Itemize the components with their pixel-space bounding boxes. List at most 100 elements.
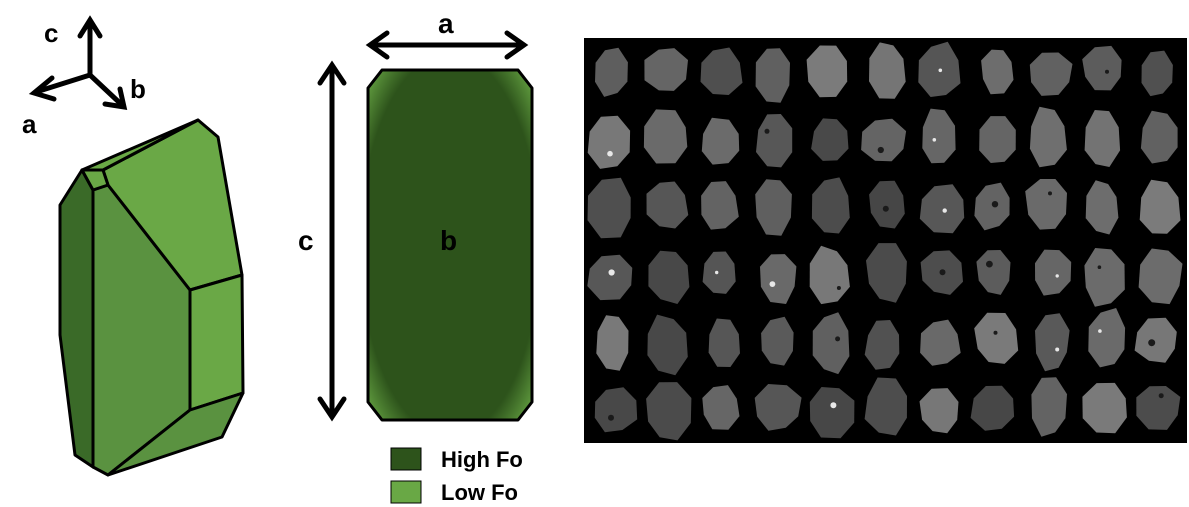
bse-grain-mosaic: [584, 38, 1187, 443]
grain-image: [587, 177, 631, 239]
grain-image: [643, 109, 688, 164]
grain-image: [594, 387, 638, 433]
grain-image: [922, 108, 956, 164]
grain-image: [1085, 180, 1119, 235]
grain-image: [1025, 179, 1067, 230]
grain-mosaic-svg: [587, 41, 1183, 441]
section-label-a: a: [438, 8, 454, 39]
grain-image: [806, 45, 848, 98]
section-label-c: c: [298, 225, 314, 256]
grain-inclusion: [715, 270, 719, 275]
grain-inclusion: [938, 68, 943, 73]
grain-image: [756, 114, 793, 168]
grain-inclusion: [608, 414, 614, 421]
grain-inclusion: [993, 330, 998, 335]
grain-inclusion: [1105, 69, 1109, 74]
grain-image: [1035, 313, 1070, 372]
crystal-section-diagram: a c b High Fo Low Fo: [298, 8, 534, 505]
grain-inclusion: [1055, 274, 1059, 278]
grain-image: [702, 251, 736, 294]
grain-image: [1082, 45, 1122, 91]
grain-inclusion: [1097, 265, 1102, 269]
grain-image: [596, 315, 629, 371]
grain-image: [974, 182, 1010, 231]
grain-inclusion: [608, 269, 615, 276]
grain-image: [1029, 52, 1073, 96]
axis-label-a: a: [22, 109, 37, 139]
axis-label-c: c: [44, 18, 58, 48]
axes-icon: [28, 15, 128, 111]
grain-image: [974, 312, 1019, 364]
crystal-top-edge-facet: [80, 118, 200, 172]
grain-inclusion: [764, 128, 770, 134]
grain-image: [979, 116, 1016, 163]
grain-image: [976, 250, 1011, 295]
olivine-crystal: [58, 118, 245, 477]
grain-inclusion: [986, 260, 993, 268]
grain-inclusion: [835, 336, 841, 342]
grain-image: [1084, 248, 1125, 307]
grain-inclusion: [932, 138, 937, 142]
grain-image: [1088, 308, 1126, 368]
grain-inclusion: [1158, 393, 1164, 399]
grain-image: [701, 181, 739, 230]
grain-image: [700, 47, 743, 95]
legend-swatch-high-fo: [390, 447, 422, 471]
grain-image: [760, 254, 797, 304]
grain-image: [644, 48, 688, 91]
grain-image: [861, 118, 907, 162]
grain-image: [1029, 106, 1067, 168]
crystal-3d-diagram: c a b: [22, 15, 245, 477]
grain-image: [708, 318, 740, 367]
grain-image: [1139, 179, 1181, 234]
crystal-bottom-right-face: [106, 391, 245, 477]
grain-image: [648, 250, 690, 304]
grain-image: [1082, 382, 1127, 434]
grain-image: [761, 316, 794, 366]
grain-image: [919, 184, 965, 234]
grain-image: [919, 388, 959, 434]
grain-inclusion: [1055, 347, 1060, 352]
grain-image: [869, 42, 906, 99]
grain-inclusion: [877, 146, 884, 154]
grain-image: [1136, 386, 1181, 430]
grain-image: [869, 180, 905, 229]
grain-image: [587, 254, 633, 301]
grain-image: [646, 181, 689, 229]
grain-image: [754, 384, 802, 431]
grain-image: [1035, 249, 1072, 296]
grain-inclusion: [1048, 191, 1052, 196]
grain-image: [1134, 317, 1177, 363]
grain-image: [647, 314, 688, 376]
grain-inclusion: [939, 269, 946, 276]
grain-image: [866, 243, 907, 303]
a-axis-arrow: [365, 30, 529, 60]
legend-swatch-low-fo: [390, 480, 422, 504]
legend: High Fo Low Fo: [390, 447, 523, 505]
legend-label-low-fo: Low Fo: [441, 480, 518, 505]
grain-image: [1084, 110, 1121, 167]
grain-image: [595, 47, 628, 97]
section-label-b: b: [440, 225, 457, 256]
grain-image: [811, 177, 850, 234]
crystal-section: [366, 68, 534, 422]
grain-image: [981, 49, 1014, 95]
grain-image: [811, 118, 849, 161]
grain-image: [701, 117, 740, 165]
legend-label-high-fo: High Fo: [441, 447, 523, 472]
crystal-right-face: [188, 273, 245, 412]
c-axis-arrow: [317, 60, 347, 422]
crystal-side-face: [58, 168, 95, 469]
grain-inclusion: [882, 205, 889, 212]
grain-inclusion: [942, 208, 947, 213]
axis-label-b: b: [130, 74, 146, 104]
grain-inclusion: [836, 286, 841, 290]
grain-image: [646, 382, 692, 441]
grain-image: [809, 387, 855, 439]
grain-image: [970, 385, 1015, 431]
grain-inclusion: [1098, 329, 1102, 333]
grain-image: [812, 312, 850, 375]
grain-inclusion: [830, 402, 837, 409]
grain-image: [864, 320, 900, 370]
grain-image: [1138, 248, 1183, 305]
